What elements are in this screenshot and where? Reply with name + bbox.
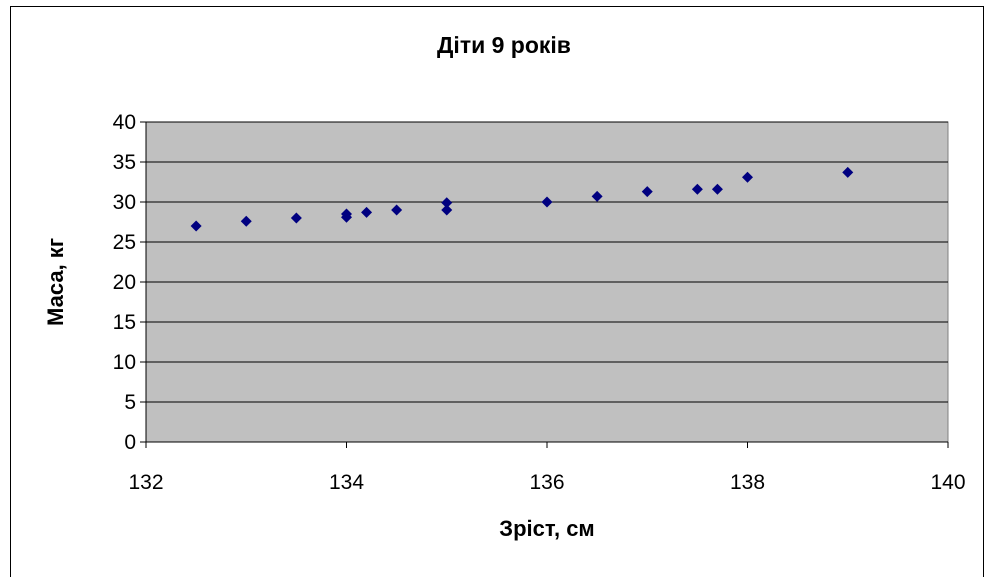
x-tick-label: 134	[329, 471, 364, 494]
data-point	[190, 220, 202, 232]
x-tick-label: 136	[529, 471, 564, 494]
y-tick-label: 10	[113, 351, 136, 374]
data-point	[842, 166, 854, 178]
data-point	[441, 204, 453, 216]
x-tick-label: 132	[128, 471, 163, 494]
data-point	[341, 208, 352, 220]
data-point	[391, 204, 403, 216]
y-tick-label: 35	[113, 151, 136, 174]
x-axis-ticks: 132 134 136 138 140	[128, 442, 966, 494]
x-axis-label: Зріст, см	[499, 516, 594, 541]
data-point	[361, 206, 373, 218]
y-tick-label: 0	[124, 431, 136, 454]
y-tick-label: 25	[113, 231, 136, 254]
data-points	[190, 166, 854, 232]
data-point	[711, 183, 723, 195]
data-point	[641, 186, 653, 198]
y-tick-label: 40	[113, 111, 136, 134]
data-point	[240, 215, 252, 227]
y-tick-label: 15	[113, 311, 136, 334]
x-tick-label: 140	[930, 471, 965, 494]
y-axis-ticks: 0 5 10 15 20 25 30 35 40	[113, 111, 146, 454]
y-tick-label: 20	[113, 271, 136, 294]
data-point	[742, 171, 753, 183]
data-point	[290, 212, 302, 224]
data-point	[691, 183, 703, 195]
data-point	[541, 196, 553, 208]
y-tick-label: 30	[113, 191, 136, 214]
y-axis-label: Маса, кг	[43, 238, 68, 326]
chart-title: Діти 9 років	[437, 32, 571, 58]
y-tick-label: 5	[124, 391, 136, 414]
x-tick-label: 138	[730, 471, 765, 494]
data-point	[591, 190, 603, 202]
data-point	[441, 197, 453, 209]
